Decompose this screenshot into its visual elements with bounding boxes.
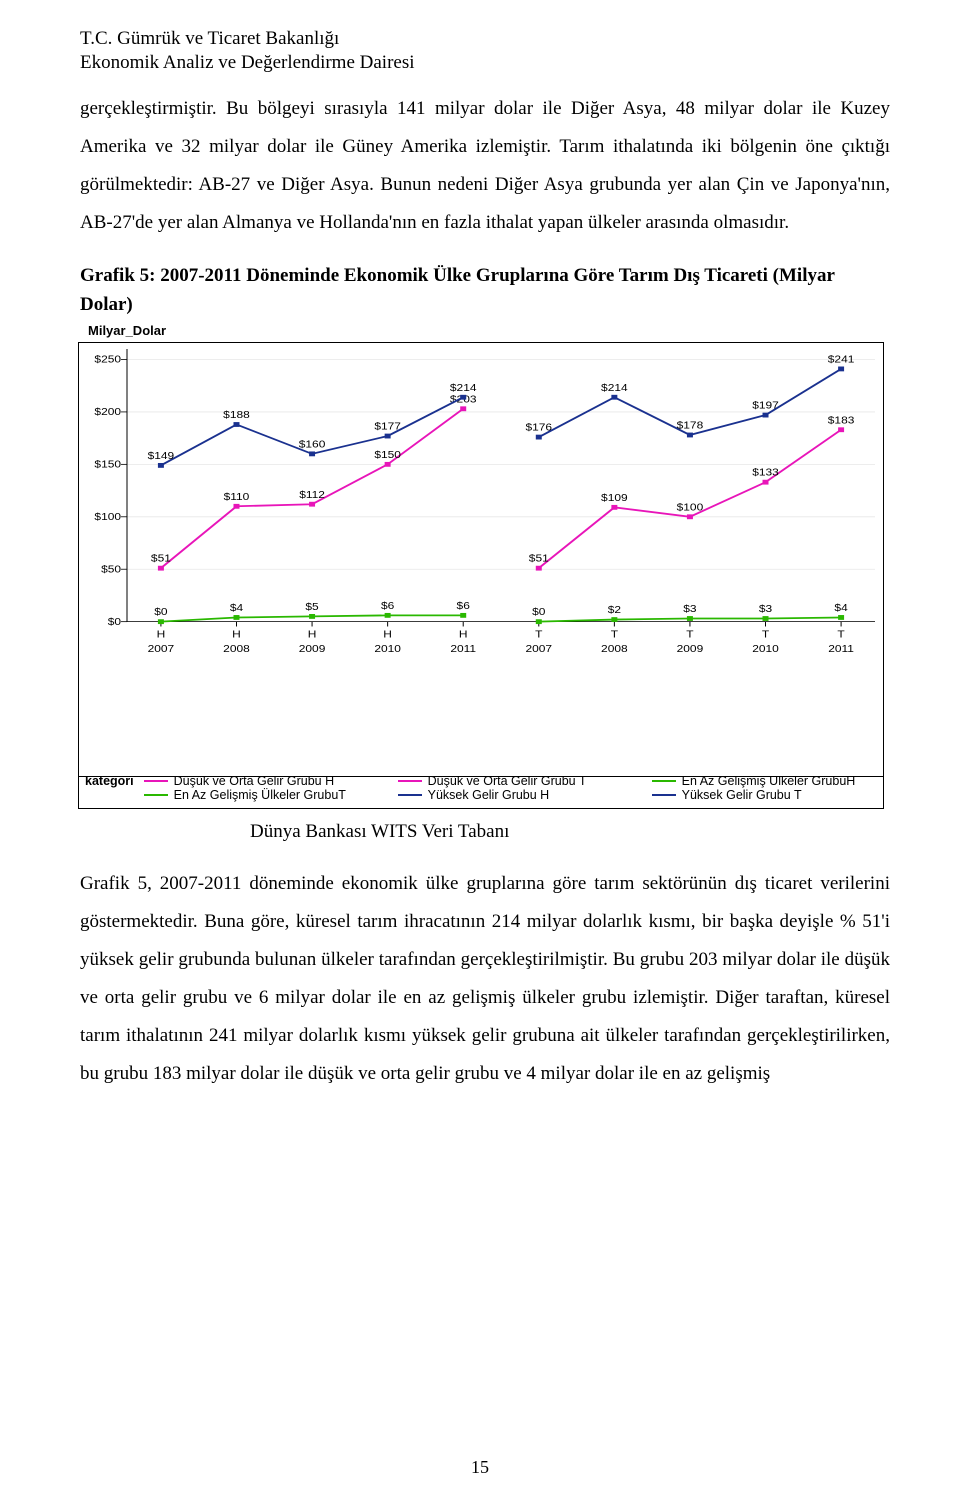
- svg-text:$214: $214: [450, 383, 477, 394]
- svg-text:H: H: [232, 630, 241, 641]
- legend-swatch: [144, 780, 168, 782]
- svg-text:T: T: [535, 630, 543, 641]
- paragraph-2: Grafik 5, 2007-2011 döneminde ekonomik ü…: [80, 865, 890, 1093]
- svg-text:$178: $178: [677, 421, 704, 432]
- chart-container: Milyar_Dolar $0 $50 $100 $150 $200 $250 H 2007 H…: [78, 323, 886, 809]
- header-ministry: T.C. Gümrük ve Ticaret Bakanlığı: [80, 28, 890, 50]
- svg-text:$0: $0: [108, 617, 121, 628]
- svg-text:H: H: [459, 630, 468, 641]
- svg-text:H: H: [383, 630, 392, 641]
- svg-text:$0: $0: [532, 607, 545, 618]
- legend-swatch: [652, 794, 676, 796]
- legend-item: Yüksek Gelir Grubu T: [652, 788, 906, 802]
- svg-text:$6: $6: [381, 601, 394, 612]
- legend-swatch: [652, 780, 676, 782]
- header-department: Ekonomik Analiz ve Değerlendirme Dairesi: [80, 52, 890, 74]
- svg-text:$160: $160: [299, 439, 326, 450]
- page-number: 15: [0, 1457, 960, 1478]
- svg-text:$150: $150: [374, 450, 401, 461]
- chart-plot-area: $0$50$100$150$200$250H2007H2008H2009H201…: [127, 349, 875, 686]
- legend-item: Yüksek Gelir Grubu H: [398, 788, 652, 802]
- chart-source: Dünya Bankası WITS Veri Tabanı: [250, 821, 890, 843]
- svg-text:$183: $183: [828, 415, 855, 426]
- page: T.C. Gümrük ve Ticaret Bakanlığı Ekonomi…: [0, 0, 960, 1496]
- legend-label: Yüksek Gelir Grubu H: [428, 788, 550, 802]
- svg-text:$177: $177: [374, 422, 401, 433]
- chart-svg: $0$50$100$150$200$250H2007H2008H2009H201…: [127, 349, 875, 686]
- svg-text:$5: $5: [305, 602, 318, 613]
- svg-text:$112: $112: [299, 490, 325, 501]
- svg-text:$6: $6: [457, 601, 470, 612]
- legend-label: En Az Gelişmiş Ülkeler GrubuT: [174, 788, 346, 802]
- svg-text:H: H: [157, 630, 166, 641]
- svg-text:2007: 2007: [525, 644, 552, 655]
- svg-text:$188: $188: [223, 410, 250, 421]
- paragraph-1: gerçekleştirmiştir. Bu bölgeyi sırasıyla…: [80, 90, 890, 242]
- svg-text:2011: 2011: [450, 644, 476, 655]
- svg-text:$100: $100: [94, 512, 121, 523]
- legend-swatch: [398, 794, 422, 796]
- svg-text:$150: $150: [94, 460, 121, 471]
- svg-text:2009: 2009: [677, 644, 704, 655]
- svg-text:$250: $250: [94, 355, 121, 366]
- svg-text:T: T: [762, 630, 770, 641]
- svg-text:$0: $0: [154, 607, 167, 618]
- svg-text:$3: $3: [759, 604, 772, 615]
- legend-item: En Az Gelişmiş Ülkeler GrubuT: [144, 788, 398, 802]
- svg-text:$149: $149: [148, 451, 175, 462]
- svg-text:$214: $214: [601, 383, 628, 394]
- svg-text:H: H: [308, 630, 317, 641]
- svg-text:2007: 2007: [148, 644, 175, 655]
- svg-text:2008: 2008: [601, 644, 628, 655]
- svg-text:$4: $4: [230, 603, 243, 614]
- svg-text:$50: $50: [101, 564, 121, 575]
- legend-swatch: [144, 794, 168, 796]
- legend-row: kategoriEn Az Gelişmiş Ülkeler GrubuTYük…: [85, 788, 877, 802]
- svg-text:$3: $3: [683, 604, 696, 615]
- svg-text:$110: $110: [224, 492, 250, 503]
- svg-text:$241: $241: [828, 355, 855, 366]
- svg-text:T: T: [837, 630, 845, 641]
- chart-title: Grafik 5: 2007-2011 Döneminde Ekonomik Ü…: [80, 262, 890, 319]
- svg-text:T: T: [611, 630, 619, 641]
- svg-text:$100: $100: [677, 502, 704, 513]
- svg-text:2010: 2010: [374, 644, 401, 655]
- svg-text:$133: $133: [752, 468, 779, 479]
- chart-y-axis-title: Milyar_Dolar: [78, 323, 886, 338]
- chart-plot-frame: $0 $50 $100 $150 $200 $250 H 2007 H 2008 H 2009 H 201…: [78, 342, 884, 777]
- legend-swatch: [398, 780, 422, 782]
- svg-text:2008: 2008: [223, 644, 250, 655]
- svg-text:$4: $4: [834, 603, 847, 614]
- svg-text:$197: $197: [752, 401, 779, 412]
- svg-text:2010: 2010: [752, 644, 779, 655]
- svg-text:$200: $200: [94, 407, 121, 418]
- svg-text:$51: $51: [529, 554, 549, 565]
- svg-text:T: T: [686, 630, 694, 641]
- svg-text:2011: 2011: [828, 644, 854, 655]
- svg-text:$51: $51: [151, 554, 171, 565]
- svg-text:$176: $176: [525, 423, 552, 434]
- svg-text:$109: $109: [601, 493, 628, 504]
- legend-label: Yüksek Gelir Grubu T: [682, 788, 802, 802]
- svg-text:2009: 2009: [299, 644, 326, 655]
- svg-text:$2: $2: [608, 605, 621, 616]
